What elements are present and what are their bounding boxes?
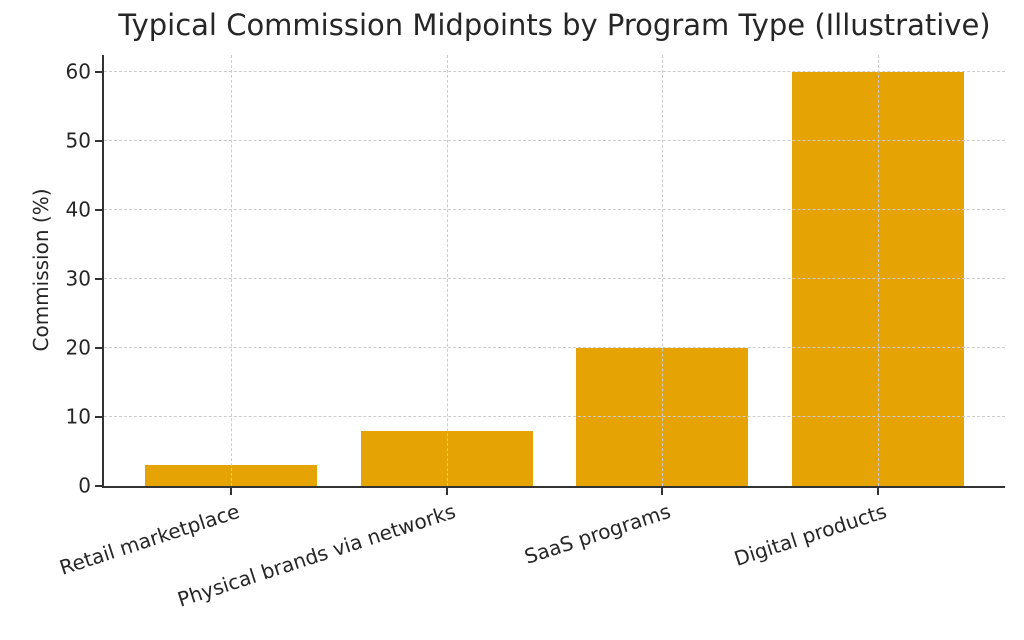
x-gridline [231, 55, 233, 486]
y-tick-label: 30 [65, 266, 91, 291]
x-tick [230, 488, 233, 495]
x-gridline [662, 55, 664, 486]
y-axis-spine [102, 55, 104, 488]
x-tick [661, 488, 664, 495]
y-gridline [104, 71, 1005, 73]
x-tick-label: SaaS programs [521, 499, 674, 569]
x-axis-spine [102, 486, 1005, 488]
chart-title: Typical Commission Midpoints by Program … [118, 8, 991, 42]
y-tick [95, 485, 102, 487]
y-tick-label: 10 [65, 404, 91, 429]
y-tick [95, 278, 102, 281]
y-tick-label: 60 [65, 59, 91, 84]
y-tick [95, 71, 102, 74]
y-tick [95, 347, 102, 350]
y-gridline [104, 416, 1005, 418]
y-gridline [104, 347, 1005, 349]
y-gridline [104, 140, 1005, 142]
y-tick [95, 209, 102, 212]
x-tick [876, 488, 879, 495]
y-tick [95, 416, 102, 419]
y-tick [95, 140, 102, 143]
x-gridline [446, 55, 448, 486]
y-gridline [104, 278, 1005, 280]
y-tick-label: 40 [65, 197, 91, 222]
x-gridline [877, 55, 879, 486]
x-tick [445, 488, 448, 495]
y-gridline [104, 209, 1005, 211]
y-axis-label: Commission (%) [29, 188, 53, 352]
y-tick-label: 50 [65, 128, 91, 153]
y-tick-label: 20 [65, 335, 91, 360]
x-tick-label: Digital products [730, 499, 890, 571]
y-tick-label: 0 [78, 473, 91, 498]
x-tick-label: Physical brands via networks [174, 499, 459, 612]
